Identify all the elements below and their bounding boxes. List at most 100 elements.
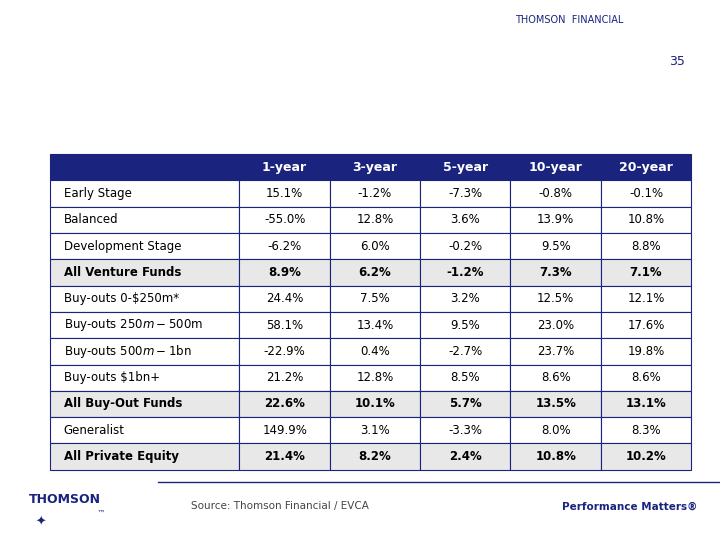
- Bar: [420, 206, 510, 233]
- Bar: [240, 286, 330, 312]
- Text: 8.5%: 8.5%: [451, 371, 480, 384]
- Bar: [420, 364, 510, 391]
- Text: 19.8%: 19.8%: [627, 345, 665, 358]
- Text: 24.4%: 24.4%: [266, 292, 303, 305]
- Bar: [601, 391, 691, 417]
- Bar: [330, 233, 420, 259]
- Text: 58.1%: 58.1%: [266, 319, 303, 332]
- Text: 7.3%: 7.3%: [539, 266, 572, 279]
- Bar: [50, 233, 240, 259]
- Text: -2.7%: -2.7%: [448, 345, 482, 358]
- Text: 20-year: 20-year: [619, 160, 673, 173]
- Text: -0.2%: -0.2%: [449, 240, 482, 253]
- Text: 13.5%: 13.5%: [535, 397, 576, 410]
- Text: 23.7%: 23.7%: [537, 345, 575, 358]
- Bar: [240, 391, 330, 417]
- Bar: [50, 364, 240, 391]
- Bar: [601, 154, 691, 180]
- Text: Net Investment Horizon Return as of 30-Jun-2006: Net Investment Horizon Return as of 30-J…: [14, 121, 439, 136]
- Text: 6.2%: 6.2%: [359, 266, 392, 279]
- Text: Buy-outs 0-$250m*: Buy-outs 0-$250m*: [63, 292, 179, 305]
- Text: 15.1%: 15.1%: [266, 187, 303, 200]
- Text: 13.9%: 13.9%: [537, 213, 575, 226]
- Text: 1-year: 1-year: [262, 160, 307, 173]
- Bar: [601, 233, 691, 259]
- Text: 10.1%: 10.1%: [354, 397, 395, 410]
- Text: 12.1%: 12.1%: [627, 292, 665, 305]
- Bar: [240, 443, 330, 470]
- Bar: [420, 312, 510, 338]
- Bar: [601, 180, 691, 207]
- Bar: [330, 206, 420, 233]
- Bar: [240, 180, 330, 207]
- Bar: [330, 443, 420, 470]
- Bar: [510, 259, 601, 286]
- Bar: [420, 417, 510, 443]
- Text: -1.2%: -1.2%: [446, 266, 484, 279]
- Bar: [50, 338, 240, 365]
- Text: ™: ™: [97, 509, 106, 518]
- Text: -3.3%: -3.3%: [449, 424, 482, 437]
- Text: 3.1%: 3.1%: [360, 424, 390, 437]
- Bar: [510, 154, 601, 180]
- Text: THOMSON  FINANCIAL: THOMSON FINANCIAL: [515, 16, 624, 25]
- Text: THOMSON: THOMSON: [29, 493, 101, 506]
- Bar: [420, 233, 510, 259]
- Text: 12.8%: 12.8%: [356, 371, 394, 384]
- Bar: [601, 338, 691, 365]
- Bar: [420, 180, 510, 207]
- Bar: [330, 312, 420, 338]
- Text: -55.0%: -55.0%: [264, 213, 305, 226]
- Bar: [330, 180, 420, 207]
- Bar: [240, 338, 330, 365]
- Text: 3.6%: 3.6%: [451, 213, 480, 226]
- Text: 10.2%: 10.2%: [626, 450, 667, 463]
- Bar: [420, 286, 510, 312]
- Text: 3-year: 3-year: [353, 160, 397, 173]
- Bar: [420, 154, 510, 180]
- Bar: [50, 259, 240, 286]
- Text: 10-year: 10-year: [528, 160, 582, 173]
- Bar: [510, 417, 601, 443]
- Text: -0.8%: -0.8%: [539, 187, 572, 200]
- Bar: [510, 286, 601, 312]
- Text: Early Stage: Early Stage: [63, 187, 132, 200]
- Text: -0.1%: -0.1%: [629, 187, 663, 200]
- Text: 7.1%: 7.1%: [630, 266, 662, 279]
- Text: 2.4%: 2.4%: [449, 450, 482, 463]
- Text: 8.0%: 8.0%: [541, 424, 570, 437]
- Bar: [50, 206, 240, 233]
- Bar: [240, 364, 330, 391]
- Text: Development Stage: Development Stage: [63, 240, 181, 253]
- Bar: [510, 443, 601, 470]
- Text: 8.9%: 8.9%: [268, 266, 301, 279]
- Text: 5-year: 5-year: [443, 160, 488, 173]
- Bar: [50, 180, 240, 207]
- Bar: [330, 417, 420, 443]
- Text: 21.2%: 21.2%: [266, 371, 303, 384]
- Bar: [510, 338, 601, 365]
- Bar: [50, 391, 240, 417]
- Bar: [601, 206, 691, 233]
- Bar: [50, 312, 240, 338]
- Text: -6.2%: -6.2%: [268, 240, 302, 253]
- Text: 22.6%: 22.6%: [264, 397, 305, 410]
- Bar: [510, 206, 601, 233]
- Bar: [601, 259, 691, 286]
- Text: 8.6%: 8.6%: [541, 371, 570, 384]
- Bar: [601, 286, 691, 312]
- Bar: [510, 233, 601, 259]
- Text: 9.5%: 9.5%: [451, 319, 480, 332]
- Text: 10.8%: 10.8%: [627, 213, 665, 226]
- Text: 0.4%: 0.4%: [360, 345, 390, 358]
- Text: -7.3%: -7.3%: [449, 187, 482, 200]
- Text: Generalist: Generalist: [63, 424, 125, 437]
- Text: Buy-outs $1bn+: Buy-outs $1bn+: [63, 371, 160, 384]
- Text: 149.9%: 149.9%: [262, 424, 307, 437]
- Bar: [330, 286, 420, 312]
- Text: -1.2%: -1.2%: [358, 187, 392, 200]
- Bar: [510, 312, 601, 338]
- Bar: [601, 417, 691, 443]
- Text: 10.8%: 10.8%: [535, 450, 576, 463]
- Text: -22.9%: -22.9%: [264, 345, 305, 358]
